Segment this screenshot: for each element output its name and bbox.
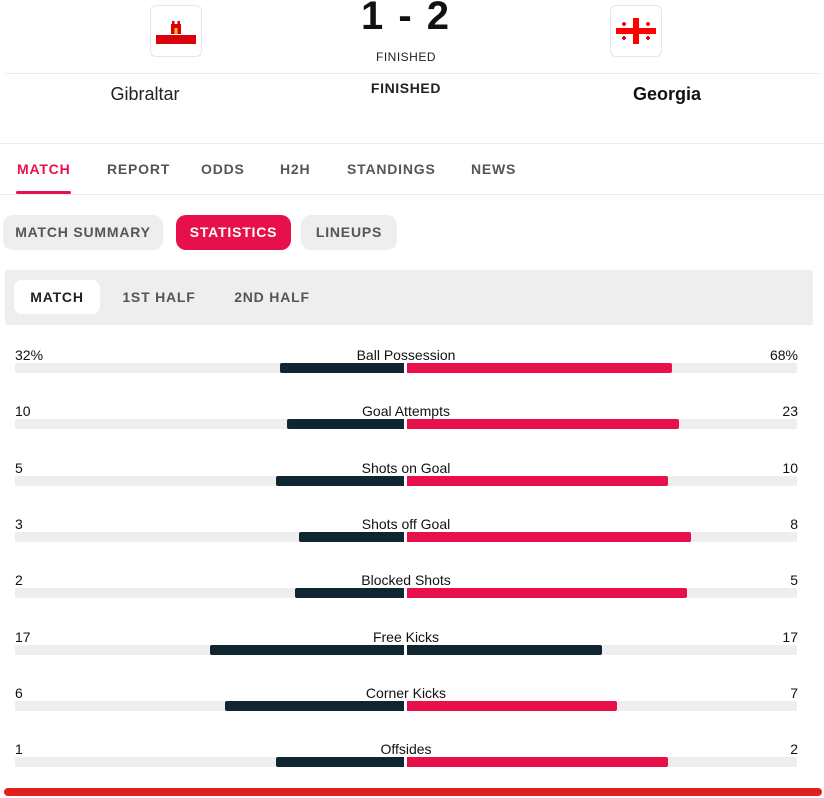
stat-home-value: 10 [15,403,31,420]
stat-home-value: 2 [15,572,23,589]
stat-away-value: 8 [790,515,798,532]
main-tabs: MATCH REPORT ODDS H2H STANDINGS NEWS [0,143,824,195]
match-status-small: FINISHED [375,50,436,64]
match-status: FINISHED [370,80,442,96]
stat-away-value: 68% [769,347,798,363]
match-header: 1 - 2 FINISHED Gibraltar FINISHED Georgi… [0,0,824,140]
stat-away-bar [407,419,680,430]
stat-row: 2 Blocked Shots 5 [0,572,824,628]
stat-away-track [407,475,797,486]
stat-away-bar [407,700,618,711]
period-2nd-half[interactable]: 2ND HALF [234,289,310,305]
stat-row: 10 Goal Attempts 23 [0,403,824,459]
stat-home-bar [209,644,404,655]
stat-home-track [15,419,404,430]
stat-label: Shots on Goal [361,459,451,476]
tab-report[interactable]: REPORT [107,161,171,177]
stat-home-track [15,700,404,711]
stat-label: Corner Kicks [365,684,447,701]
subtab-match-summary[interactable]: MATCH SUMMARY [3,215,163,250]
stat-away-value: 7 [790,684,798,701]
stat-away-track [407,363,797,373]
stat-home-track [15,531,404,542]
stat-home-value: 1 [15,741,23,758]
stat-label: Offsides [380,741,432,758]
stat-home-bar [275,757,404,768]
period-match[interactable]: MATCH [14,280,100,314]
stat-home-value: 6 [15,684,23,701]
away-team-logo[interactable] [610,5,662,57]
home-team-name[interactable]: Gibraltar [110,84,180,104]
stat-home-track [15,644,404,655]
stat-label: Free Kicks [372,628,440,645]
tab-standings[interactable]: STANDINGS [347,161,436,177]
header-divider [6,73,820,74]
stat-away-value: 10 [782,459,798,476]
stat-away-track [407,419,797,430]
stat-home-bar [275,475,404,486]
stat-row: 6 Corner Kicks 7 [0,685,824,741]
stat-home-track [15,588,404,599]
stat-away-bar [407,757,668,768]
stat-away-bar [407,363,672,373]
active-tab-indicator [16,191,71,194]
stat-away-track [407,531,797,542]
stat-away-value: 2 [790,741,798,758]
stat-home-bar [295,588,404,599]
match-score: 1 - 2 [360,0,452,38]
stat-away-bar [407,531,691,542]
stat-home-track [15,757,404,768]
stat-home-track [15,363,404,373]
away-team-name[interactable]: Georgia [632,84,702,104]
tab-odds[interactable]: ODDS [201,161,245,177]
home-team-logo[interactable] [150,5,202,57]
tab-news[interactable]: NEWS [471,161,517,177]
stat-home-track [15,475,404,486]
stat-label: Goal Attempts [362,403,450,420]
stat-home-bar [298,531,404,542]
stat-label: Ball Possession [356,347,456,363]
stat-row: 32% Ball Possession 68% [0,347,824,403]
stat-away-track [407,644,797,655]
stat-label: Blocked Shots [361,572,451,589]
stat-row: 5 Shots on Goal 10 [0,460,824,516]
stat-away-value: 17 [782,628,798,645]
subtab-statistics[interactable]: STATISTICS [176,215,291,250]
stat-away-value: 5 [790,572,798,589]
stat-home-bar [279,363,404,373]
stat-home-value: 3 [15,515,23,532]
gibraltar-flag-icon [156,18,196,44]
stat-away-bar [407,588,688,599]
stat-away-bar [407,644,602,655]
stat-home-bar [287,419,404,430]
tab-h2h[interactable]: H2H [280,161,311,177]
bottom-accent-line [4,788,822,796]
stat-row: 1 Offsides 2 [0,741,824,797]
georgia-flag-icon [616,18,656,44]
stat-home-value: 5 [15,459,23,476]
period-selector: MATCH 1ST HALF 2ND HALF [5,270,813,325]
stat-away-value: 23 [782,403,798,420]
stat-away-track [407,700,797,711]
stat-label: Shots off Goal [361,515,451,532]
stat-row: 17 Free Kicks 17 [0,629,824,685]
stat-row: 3 Shots off Goal 8 [0,516,824,572]
stat-away-track [407,588,797,599]
stat-away-track [407,757,797,768]
tab-match[interactable]: MATCH [17,161,71,177]
period-1st-half[interactable]: 1ST HALF [122,289,196,305]
subtab-lineups[interactable]: LINEUPS [301,215,397,250]
stat-home-value: 17 [15,628,31,645]
stat-away-bar [407,475,668,486]
stat-home-value: 32% [15,347,44,363]
stat-home-bar [225,700,404,711]
